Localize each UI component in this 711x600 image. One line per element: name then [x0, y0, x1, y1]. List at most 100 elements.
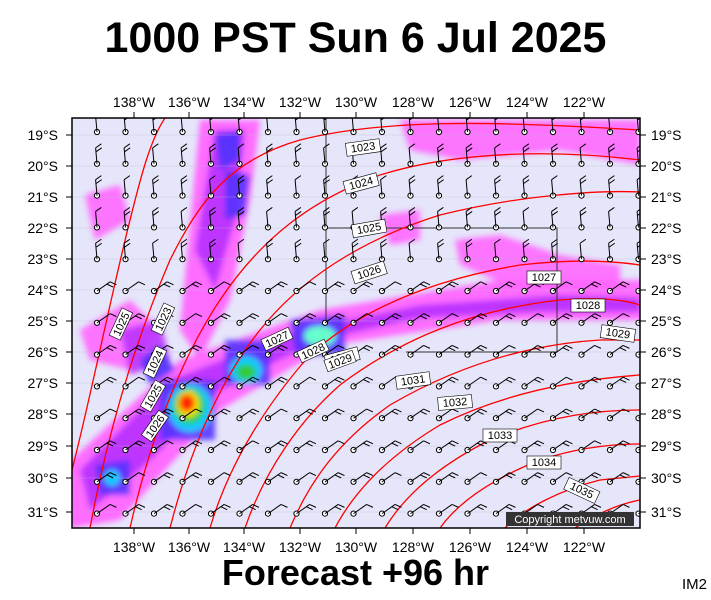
- wind-barb: [492, 313, 516, 326]
- wind-barb: [521, 207, 530, 231]
- lat-label-left: 24°S: [27, 282, 58, 298]
- wind-barb: [350, 440, 374, 454]
- wind-barb: [207, 472, 231, 485]
- wind-barb: [435, 207, 444, 231]
- lat-label-right: 21°S: [651, 189, 682, 205]
- lat-label-left: 29°S: [27, 438, 58, 454]
- wind-barb: [549, 281, 573, 295]
- wind-barb: [407, 472, 431, 485]
- lat-label-right: 30°S: [651, 470, 682, 486]
- wind-barb: [578, 281, 602, 295]
- wind-barb: [407, 344, 431, 358]
- lat-label-right: 25°S: [651, 313, 682, 329]
- wind-barb: [578, 175, 587, 199]
- wind-barb: [635, 287, 640, 295]
- wind-barb: [492, 344, 516, 358]
- wind-barb: [549, 175, 558, 199]
- wind-barb: [350, 408, 374, 422]
- wind-barb: [407, 207, 416, 231]
- isobar-label-1034: 1034: [526, 455, 562, 470]
- wind-barb: [179, 376, 203, 390]
- lon-label-bottom: 134°W: [223, 539, 266, 555]
- wind-barb: [150, 143, 159, 167]
- wind-barb: [635, 510, 640, 517]
- wind-barb: [321, 503, 345, 517]
- lat-label-right: 27°S: [651, 375, 682, 391]
- wind-barb: [179, 281, 203, 295]
- wind-barb: [635, 478, 640, 485]
- wind-barb: [378, 440, 402, 454]
- wind-barb: [321, 313, 345, 326]
- right-latitude-labels: 19°S 20°S 21°S 22°S 23°S 24°S 25°S 26°S …: [651, 127, 682, 520]
- wind-barb: [321, 238, 330, 263]
- wind-barb: [549, 143, 558, 167]
- wind-barb: [521, 376, 545, 390]
- wind-barb: [179, 143, 188, 167]
- wind-barb: [179, 503, 203, 517]
- wind-barb: [236, 207, 245, 231]
- wind-barb: [606, 440, 630, 454]
- svg-text:1032: 1032: [442, 396, 467, 410]
- lon-label-top: 128°W: [392, 94, 435, 110]
- wind-barb: [578, 143, 587, 167]
- image-tag: IM2: [681, 576, 707, 593]
- wind-barb: [264, 143, 273, 167]
- lon-label-bottom: 124°W: [506, 539, 549, 555]
- wind-barb: [293, 408, 317, 422]
- wind-barb: [93, 313, 117, 326]
- svg-text:Copyright metvuw.com: Copyright metvuw.com: [514, 514, 625, 526]
- wind-barb: [549, 344, 573, 358]
- wind-barb: [549, 313, 573, 326]
- wind-barb: [578, 313, 602, 326]
- wind-barb: [464, 143, 473, 167]
- wind-barb: [207, 281, 231, 295]
- wind-barb: [435, 238, 444, 263]
- wind-barb: [150, 440, 174, 454]
- wind-barb: [350, 503, 374, 517]
- lat-label-right: 24°S: [651, 282, 682, 298]
- top-longitude-labels: 138°W 136°W 134°W 132°W 130°W 128°W 126°…: [113, 94, 606, 110]
- wind-barb: [93, 376, 117, 390]
- wind-barb: [122, 175, 131, 199]
- wind-barb: [207, 344, 231, 358]
- wind-barb: [549, 376, 573, 390]
- wind-barb: [93, 472, 117, 485]
- wind-barb: [521, 118, 528, 136]
- wind-barb: [606, 472, 630, 485]
- wind-barb: [407, 143, 416, 167]
- wind-barb: [521, 313, 545, 326]
- wind-barb: [236, 175, 245, 199]
- lat-label-right: 22°S: [651, 220, 682, 236]
- wind-barb: [293, 440, 317, 454]
- wind-barb: [207, 376, 231, 390]
- wind-barb: [492, 503, 516, 517]
- lon-label-top: 134°W: [223, 94, 266, 110]
- wind-barb: [350, 313, 374, 326]
- wind-barb: [321, 175, 330, 199]
- wind-barb: [606, 313, 630, 326]
- lon-label-top: 124°W: [506, 94, 549, 110]
- wind-barb: [492, 281, 516, 295]
- lat-label-right: 26°S: [651, 344, 682, 360]
- wind-barb: [521, 408, 545, 422]
- wind-barb: [150, 207, 159, 231]
- wind-barb: [521, 344, 545, 358]
- wind-barb: [264, 472, 288, 485]
- wind-barb: [549, 238, 558, 263]
- wind-barb: [321, 376, 345, 390]
- wind-barb: [93, 238, 102, 263]
- wind-barb: [93, 207, 102, 231]
- wind-barb: [150, 175, 159, 199]
- wind-barb: [122, 281, 146, 295]
- isobar-label-1032: 1032: [437, 394, 473, 411]
- lat-label-left: 20°S: [27, 158, 58, 174]
- wind-barb: [293, 175, 302, 199]
- wind-barbs: [93, 118, 640, 517]
- lon-label-top: 122°W: [563, 94, 606, 110]
- wind-barb: [207, 408, 231, 422]
- wind-barb: [207, 143, 216, 167]
- wind-barb: [236, 472, 260, 485]
- wind-barb: [321, 143, 330, 167]
- wind-barb: [122, 503, 146, 517]
- wind-barb: [407, 503, 431, 517]
